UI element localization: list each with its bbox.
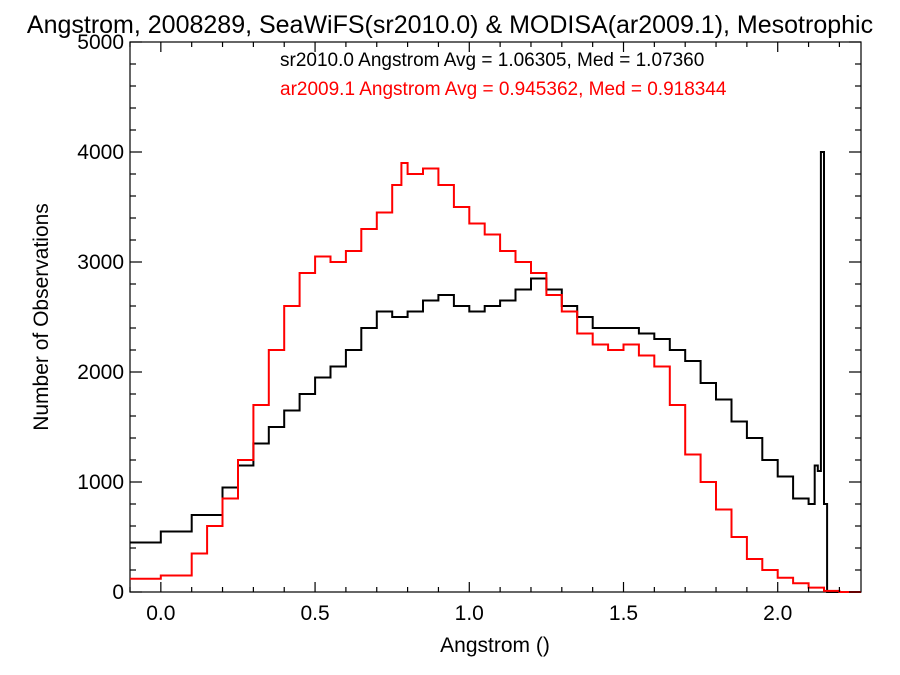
- y-tick-label: 5000: [77, 31, 124, 54]
- y-tick-label: 4000: [77, 141, 124, 164]
- y-tick-label: 0: [112, 581, 124, 604]
- plot-frame: [129, 41, 862, 593]
- x-tick-label: 1.5: [609, 602, 638, 625]
- series-line-1: [130, 162, 861, 593]
- x-axis-label: Angstrom (): [440, 634, 550, 657]
- y-tick-label: 1000: [77, 471, 124, 494]
- y-axis-label: Number of Observations: [30, 203, 53, 431]
- legend-entry-ar2009: ar2009.1 Angstrom Avg = 0.945362, Med = …: [280, 79, 727, 100]
- series-line-0: [130, 151, 861, 593]
- y-tick-label: 2000: [77, 361, 124, 384]
- x-tick-label: 2.0: [763, 602, 792, 625]
- chart-title: Angstrom, 2008289, SeaWiFS(sr2010.0) & M…: [27, 11, 873, 39]
- legend: sr2010.0 Angstrom Avg = 1.06305, Med = 1…: [280, 50, 727, 100]
- legend-entry-sr2010: sr2010.0 Angstrom Avg = 1.06305, Med = 1…: [280, 50, 704, 71]
- y-tick-label: 3000: [77, 251, 124, 274]
- series-layer: [130, 151, 861, 593]
- x-tick-label: 0.5: [300, 602, 329, 625]
- ticks-layer: 0.0 0.5 1.0 1.5 2.0 0 1000 2000 3000 4000 5000: [77, 31, 861, 625]
- x-tick-label: 0.0: [146, 602, 175, 625]
- x-tick-label: 1.0: [455, 602, 484, 625]
